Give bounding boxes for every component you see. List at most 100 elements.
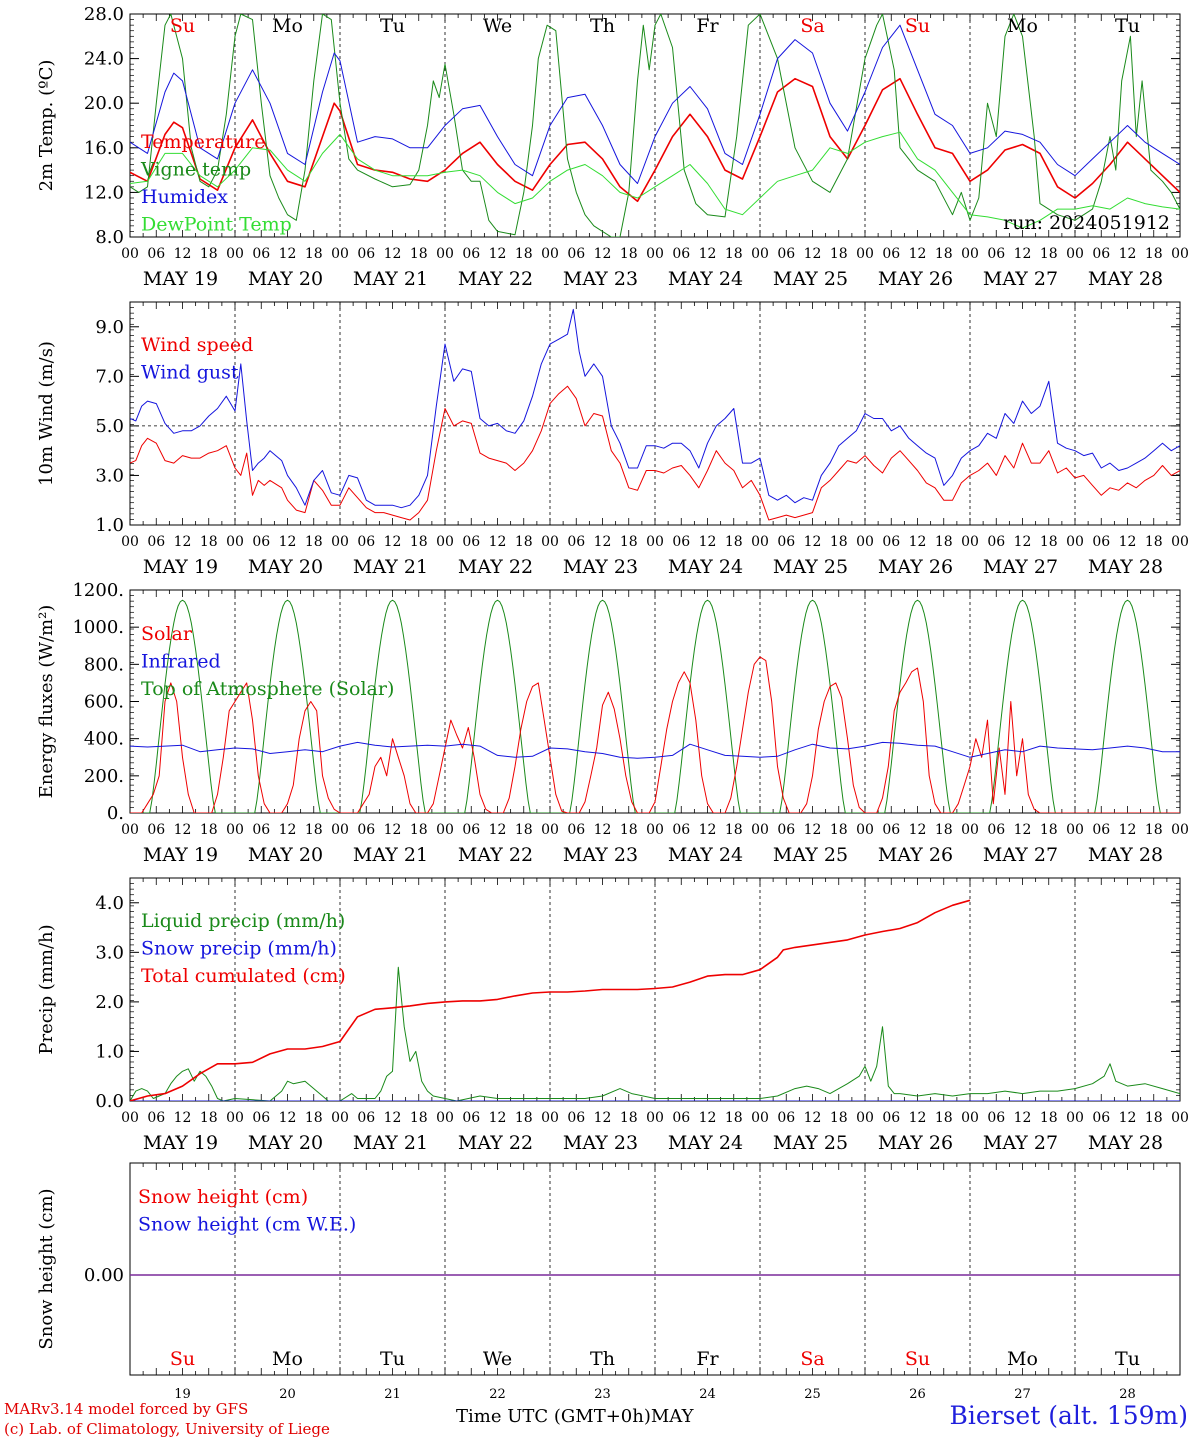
hour-tick-label: 00 — [856, 822, 874, 838]
hour-tick-label: 00 — [121, 534, 139, 550]
series-line-1 — [130, 656, 1180, 813]
y-tick-label: 9.0 — [95, 317, 124, 338]
date-label: MAY 19 — [143, 556, 218, 578]
hour-tick-label: 00 — [541, 822, 559, 838]
hour-tick-label: 06 — [357, 1110, 375, 1126]
panel-2: 1.0 3.0 5.0 7.0 9.0 10m Wind (m/s) Wind speed W… — [36, 301, 1189, 578]
hour-tick-label: 18 — [410, 1110, 428, 1126]
date-label: MAY 19 — [143, 844, 218, 866]
hour-tick-label: 00 — [751, 534, 769, 550]
hour-tick-label: 00 — [121, 1110, 139, 1126]
legend-entry: Snow precip (mm/h) — [141, 938, 337, 960]
hour-tick-label: 18 — [1040, 1110, 1058, 1126]
weekday-label: Mo — [272, 1348, 303, 1370]
legend-entry: Top of Atmosphere (Solar) — [141, 678, 394, 700]
day-number-label: 20 — [279, 1387, 296, 1402]
hour-tick-label: 18 — [1040, 246, 1058, 262]
hour-tick-label: 00 — [961, 534, 979, 550]
date-label: MAY 24 — [668, 1132, 743, 1154]
y-tick-label: 20.0 — [84, 93, 124, 114]
date-label: MAY 25 — [773, 1132, 848, 1154]
date-label: MAY 22 — [458, 268, 533, 290]
date-label: MAY 25 — [773, 556, 848, 578]
hour-tick-label: 12 — [1014, 246, 1032, 262]
hour-tick-label: 00 — [1171, 246, 1189, 262]
hour-tick-label: 00 — [856, 1110, 874, 1126]
y-axis-label: Precip (mm/h) — [36, 924, 57, 1054]
day-number-label: 25 — [804, 1387, 821, 1402]
hour-tick-label: 06 — [357, 822, 375, 838]
hour-tick-label: 06 — [147, 246, 165, 262]
hour-tick-label: 00 — [331, 822, 349, 838]
hour-tick-label: 06 — [252, 246, 270, 262]
hour-tick-label: 06 — [462, 1110, 480, 1126]
hour-tick-label: 12 — [1119, 822, 1137, 838]
y-tick-label: 16.0 — [84, 138, 124, 159]
hour-tick-label: 00 — [541, 246, 559, 262]
date-label: MAY 20 — [248, 844, 323, 866]
weekday-label: Mo — [1007, 15, 1038, 37]
hour-tick-label: 00 — [751, 246, 769, 262]
hour-tick-label: 18 — [410, 246, 428, 262]
date-label: MAY 22 — [458, 844, 533, 866]
hour-tick-label: 00 — [646, 246, 664, 262]
date-label: MAY 23 — [563, 844, 638, 866]
hour-tick-label: 12 — [1014, 534, 1032, 550]
series-line-toa-solar — [130, 599, 1180, 813]
hour-tick-label: 00 — [331, 534, 349, 550]
date-label: MAY 28 — [1088, 1132, 1163, 1154]
day-number-label: 19 — [174, 1387, 191, 1402]
day-number-label: 22 — [489, 1387, 506, 1402]
hour-tick-label: 12 — [594, 822, 612, 838]
weekday-label: Tu — [380, 1348, 405, 1370]
hour-tick-label: 18 — [1040, 534, 1058, 550]
hour-tick-label: 12 — [489, 1110, 507, 1126]
hour-tick-label: 18 — [830, 534, 848, 550]
date-label: MAY 26 — [878, 556, 953, 578]
hour-tick-label: 12 — [279, 534, 297, 550]
hour-tick-label: 00 — [226, 534, 244, 550]
station-label: Bierset (alt. 159m) — [949, 1401, 1188, 1430]
hour-tick-label: 12 — [384, 534, 402, 550]
hour-tick-label: 18 — [200, 822, 218, 838]
date-label: MAY 20 — [248, 556, 323, 578]
time-axis-label: Time UTC (GMT+0h)MAY — [456, 1406, 694, 1427]
date-label: MAY 26 — [878, 268, 953, 290]
date-label: MAY 28 — [1088, 556, 1163, 578]
hour-tick-label: 12 — [384, 1110, 402, 1126]
hour-tick-label: 12 — [594, 534, 612, 550]
hour-tick-label: 18 — [200, 246, 218, 262]
date-label: MAY 21 — [353, 844, 428, 866]
y-tick-label: 3.0 — [95, 942, 124, 963]
hour-tick-label: 18 — [620, 1110, 638, 1126]
y-axis-label: Snow height (cm) — [36, 1188, 57, 1349]
date-label: MAY 20 — [248, 1132, 323, 1154]
hour-tick-label: 06 — [462, 822, 480, 838]
hour-tick-label: 06 — [882, 246, 900, 262]
day-number-label: 26 — [909, 1387, 926, 1402]
y-tick-label: 200. — [84, 766, 124, 787]
hour-tick-label: 18 — [935, 822, 953, 838]
hour-tick-label: 00 — [1171, 1110, 1189, 1126]
hour-tick-label: 06 — [672, 246, 690, 262]
date-label: MAY 24 — [668, 268, 743, 290]
date-label: MAY 21 — [353, 1132, 428, 1154]
panel-1: 8.0 12.0 16.0 20.0 24.0 28.0 2m Temp. (ºC) Temp… — [36, 4, 1189, 290]
legend-entry: Solar — [141, 623, 193, 645]
hour-tick-label: 00 — [1066, 246, 1084, 262]
weekday-label: Su — [170, 15, 195, 37]
hour-tick-label: 18 — [410, 822, 428, 838]
hour-tick-label: 12 — [1119, 1110, 1137, 1126]
weekday-label: Fr — [696, 1348, 719, 1370]
weekday-label: Tu — [1115, 15, 1140, 37]
hour-tick-label: 06 — [1092, 246, 1110, 262]
hour-tick-label: 00 — [1171, 822, 1189, 838]
date-label: MAY 23 — [563, 268, 638, 290]
hour-tick-label: 18 — [200, 1110, 218, 1126]
day-number-label: 23 — [594, 1387, 611, 1402]
hour-tick-label: 00 — [121, 246, 139, 262]
y-tick-label: 1.0 — [95, 1041, 124, 1062]
legend-entry: Infrared — [141, 651, 221, 673]
hour-tick-label: 18 — [1145, 822, 1163, 838]
